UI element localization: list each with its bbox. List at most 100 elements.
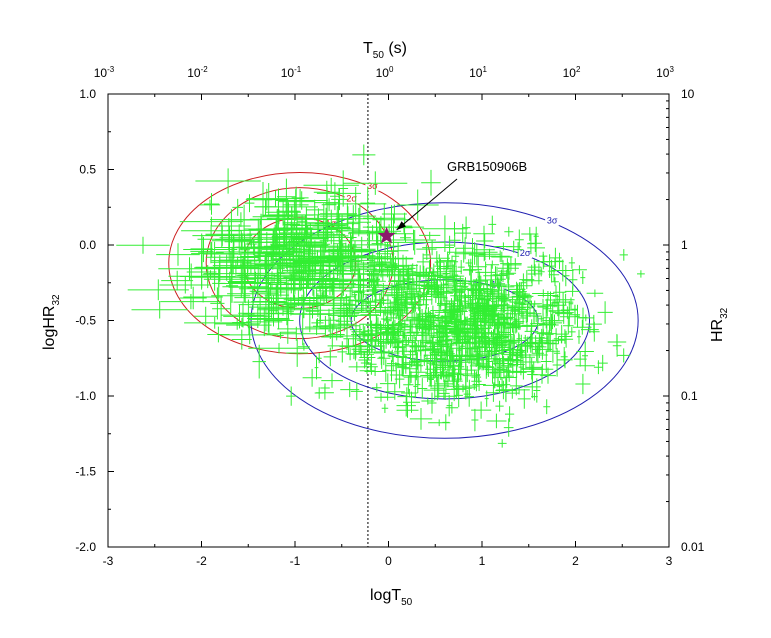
data-point bbox=[434, 392, 456, 400]
data-point bbox=[263, 201, 294, 231]
data-point bbox=[214, 318, 260, 330]
data-point bbox=[473, 320, 482, 337]
data-point bbox=[403, 375, 414, 395]
data-point bbox=[467, 286, 480, 295]
data-point bbox=[304, 273, 312, 289]
data-point bbox=[510, 282, 533, 290]
data-point bbox=[298, 290, 350, 305]
data-point bbox=[419, 283, 438, 294]
data-point bbox=[240, 251, 304, 262]
data-point bbox=[580, 271, 586, 284]
data-point bbox=[562, 265, 570, 287]
data-point bbox=[275, 231, 329, 245]
data-point bbox=[524, 295, 532, 308]
data-point bbox=[380, 295, 386, 306]
data-point bbox=[504, 370, 514, 382]
data-point bbox=[425, 365, 430, 382]
data-point bbox=[421, 339, 440, 360]
data-point bbox=[514, 229, 524, 250]
data-point bbox=[282, 240, 348, 264]
data-point bbox=[368, 253, 413, 265]
data-point bbox=[557, 351, 573, 369]
data-point bbox=[298, 342, 310, 351]
data-point bbox=[428, 371, 434, 388]
data-point bbox=[364, 264, 384, 278]
data-point bbox=[407, 292, 415, 304]
data-point bbox=[446, 281, 465, 301]
data-point bbox=[283, 289, 324, 318]
data-point bbox=[527, 259, 542, 275]
data-point bbox=[445, 402, 459, 414]
data-point bbox=[494, 330, 504, 350]
data-point bbox=[547, 259, 556, 283]
data-point bbox=[478, 313, 483, 330]
data-point bbox=[492, 266, 499, 284]
data-point bbox=[548, 267, 560, 282]
data-point bbox=[259, 209, 295, 231]
data-point bbox=[235, 264, 285, 283]
data-point bbox=[397, 269, 404, 276]
data-point bbox=[550, 298, 559, 308]
data-point bbox=[444, 235, 455, 255]
data-point bbox=[446, 339, 457, 348]
data-point bbox=[433, 358, 453, 376]
data-point bbox=[413, 374, 418, 399]
data-point bbox=[518, 358, 524, 376]
overlay: GRB150906B bbox=[377, 159, 527, 244]
data-point bbox=[384, 258, 399, 277]
data-point bbox=[368, 250, 391, 274]
data-point bbox=[210, 287, 225, 320]
data-point bbox=[348, 361, 366, 372]
data-point bbox=[532, 289, 555, 298]
data-point bbox=[542, 316, 563, 330]
data-point bbox=[221, 302, 265, 328]
data-point bbox=[445, 293, 464, 309]
data-point bbox=[477, 304, 490, 317]
data-point bbox=[510, 313, 523, 333]
data-point bbox=[555, 324, 568, 344]
data-point bbox=[531, 339, 547, 355]
data-point bbox=[556, 293, 575, 306]
data-point bbox=[468, 345, 487, 366]
annotation-arrow-head bbox=[396, 221, 407, 230]
data-point bbox=[377, 351, 391, 366]
data-point bbox=[427, 268, 439, 276]
data-point bbox=[365, 340, 385, 352]
data-point bbox=[537, 291, 558, 300]
data-point bbox=[391, 229, 436, 251]
data-point bbox=[505, 387, 519, 399]
y-tick-label: -1.5 bbox=[75, 465, 96, 479]
data-point bbox=[425, 314, 445, 321]
data-point bbox=[355, 291, 368, 313]
data-point bbox=[429, 320, 439, 338]
sigma-contour bbox=[250, 202, 639, 439]
data-point bbox=[437, 300, 445, 311]
x-tick-label: 0 bbox=[385, 554, 392, 568]
data-point bbox=[428, 374, 450, 398]
data-point bbox=[427, 392, 437, 414]
data-point bbox=[503, 418, 514, 437]
data-point bbox=[246, 307, 283, 337]
data-point bbox=[543, 307, 549, 329]
y-tick-label: -0.5 bbox=[75, 314, 96, 328]
data-point bbox=[454, 223, 471, 243]
data-point bbox=[267, 326, 326, 341]
data-point bbox=[432, 285, 442, 299]
data-point bbox=[469, 255, 487, 278]
data-point bbox=[458, 310, 463, 335]
data-point bbox=[563, 317, 574, 335]
data-point bbox=[423, 345, 442, 365]
data-point bbox=[464, 386, 474, 407]
data-point bbox=[442, 264, 465, 288]
data-point bbox=[395, 321, 409, 331]
data-point bbox=[468, 244, 485, 266]
data-point bbox=[352, 144, 376, 166]
data-point bbox=[492, 353, 513, 364]
data-point bbox=[417, 288, 423, 305]
data-point bbox=[303, 177, 359, 193]
data-point bbox=[363, 287, 382, 302]
data-point bbox=[441, 300, 452, 308]
y-tick-label: 0.0 bbox=[79, 238, 96, 252]
data-point bbox=[251, 291, 286, 312]
data-point bbox=[524, 338, 536, 350]
